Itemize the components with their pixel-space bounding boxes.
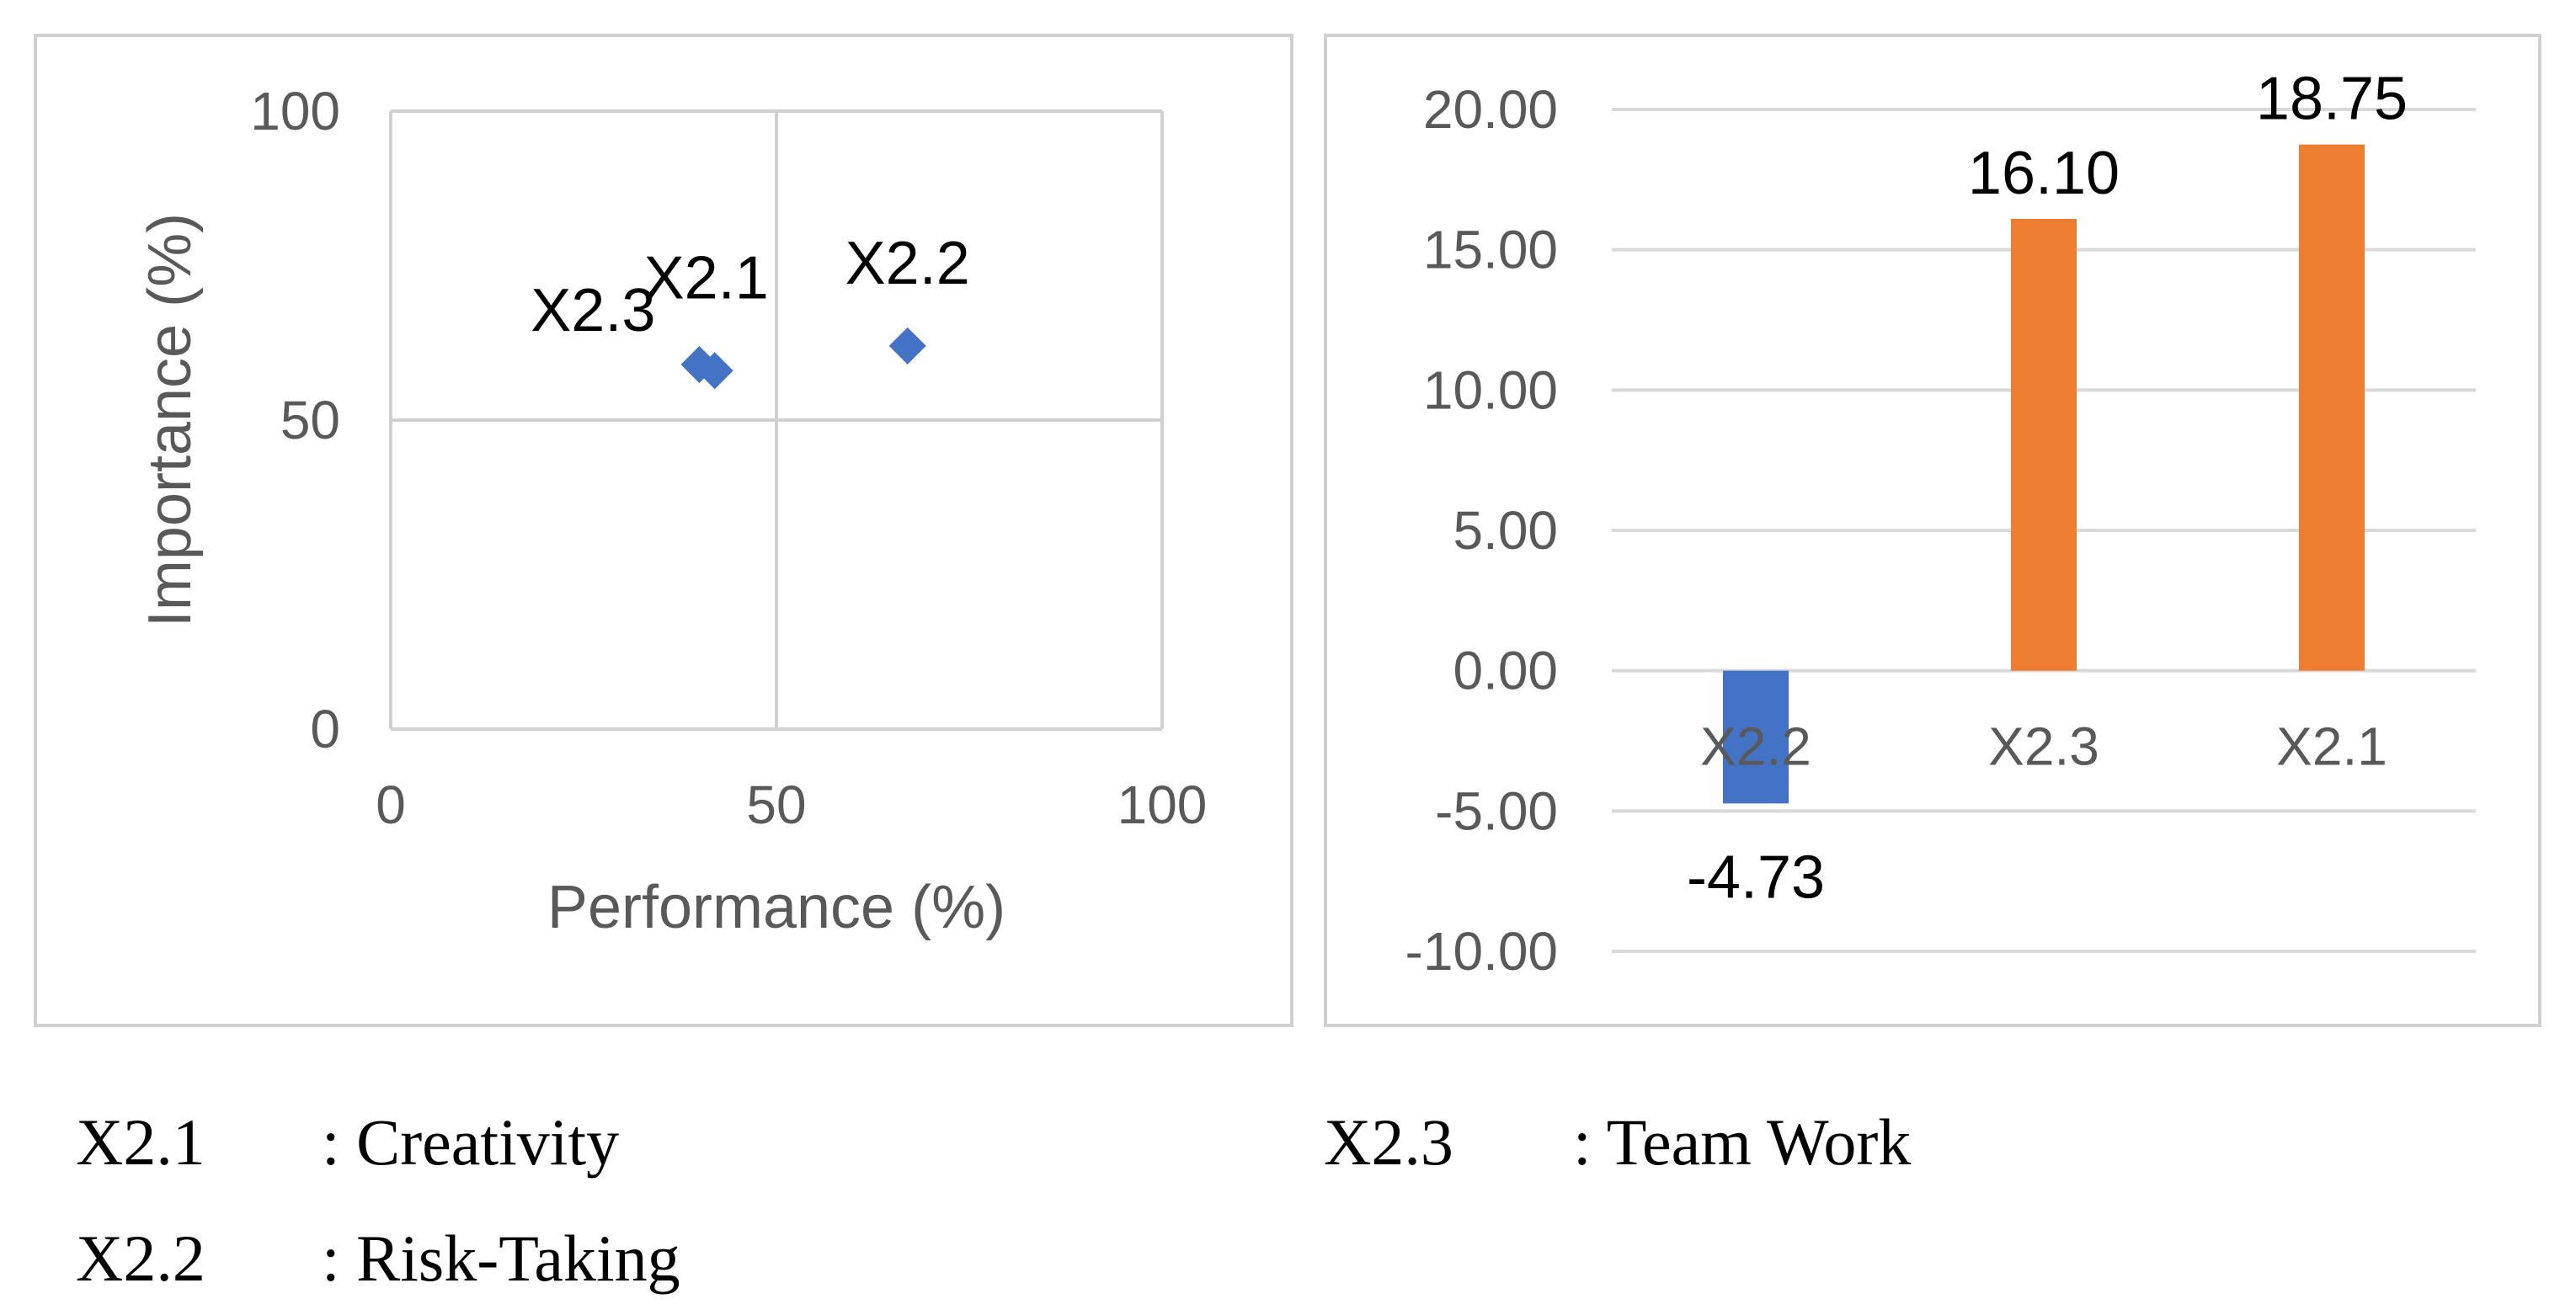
bar-category-label: X2.1 xyxy=(2276,716,2387,777)
legend-code-x2-2: X2.2 xyxy=(76,1222,205,1295)
scatter-y-tick-label: 100 xyxy=(250,81,340,141)
bar-category-label: X2.3 xyxy=(1988,716,2099,777)
scatter-y-tick-label: 0 xyxy=(310,699,340,759)
scatter-x-axis-title: Performance (%) xyxy=(547,874,1005,941)
bar-chart-panel: -10.00 -5.00 0.00 5.00 10.00 15.00 20.00 X2.2 -4… xyxy=(1324,34,2541,1027)
bar-value-label: 16.10 xyxy=(1968,140,2120,207)
bar-y-tick-label: 20.00 xyxy=(1423,79,1558,140)
scatter-x-tick-label: 0 xyxy=(376,775,406,835)
bar-category-label: X2.2 xyxy=(1700,716,1811,777)
bar-chart: -10.00 -5.00 0.00 5.00 10.00 15.00 20.00 X2.2 -4… xyxy=(1405,66,2476,982)
bar-y-tick-label: 15.00 xyxy=(1423,220,1558,280)
bar-y-tick-label: 5.00 xyxy=(1453,500,1558,561)
bar-y-tick-label: -5.00 xyxy=(1435,780,1558,841)
scatter-y-tick-label: 50 xyxy=(280,390,340,450)
legend-desc-x2-3: : Team Work xyxy=(1573,1105,1912,1179)
bar-x2-2 xyxy=(1723,670,1789,804)
legend-code-x2-1: X2.1 xyxy=(76,1105,205,1179)
scatter-point-label: X2.2 xyxy=(845,230,970,297)
legend-desc-x2-2: : Risk-Taking xyxy=(322,1222,680,1295)
scatter-point-x2-3 xyxy=(680,345,718,383)
scatter-point-x2-2 xyxy=(888,327,926,365)
bar-y-tick-label: -10.00 xyxy=(1405,921,1558,982)
scatter-y-axis-title: Importance (%) xyxy=(136,213,204,627)
bar-value-label: 18.75 xyxy=(2256,66,2408,133)
bar-x2-1 xyxy=(2299,144,2365,671)
bar-value-label: -4.73 xyxy=(1687,844,1825,911)
bar-y-tick-label: 0.00 xyxy=(1453,641,1558,701)
scatter-point-label: X2.1 xyxy=(644,244,769,311)
scatter-x-tick-label: 50 xyxy=(746,775,806,835)
bar-y-tick-label: 10.00 xyxy=(1423,359,1558,420)
scatter-chart: 0 50 100 0 50 100 Performance (%) Importance (%… xyxy=(136,81,1208,941)
legend-code-x2-3: X2.3 xyxy=(1324,1105,1453,1179)
scatter-point-label: X2.3 xyxy=(531,277,655,344)
scatter-chart-panel: 0 50 100 0 50 100 Performance (%) Importance (%… xyxy=(34,34,1293,1027)
scatter-x-tick-label: 100 xyxy=(1117,775,1208,835)
bar-x2-3 xyxy=(2011,219,2077,671)
legend-desc-x2-1: : Creativity xyxy=(322,1105,620,1179)
